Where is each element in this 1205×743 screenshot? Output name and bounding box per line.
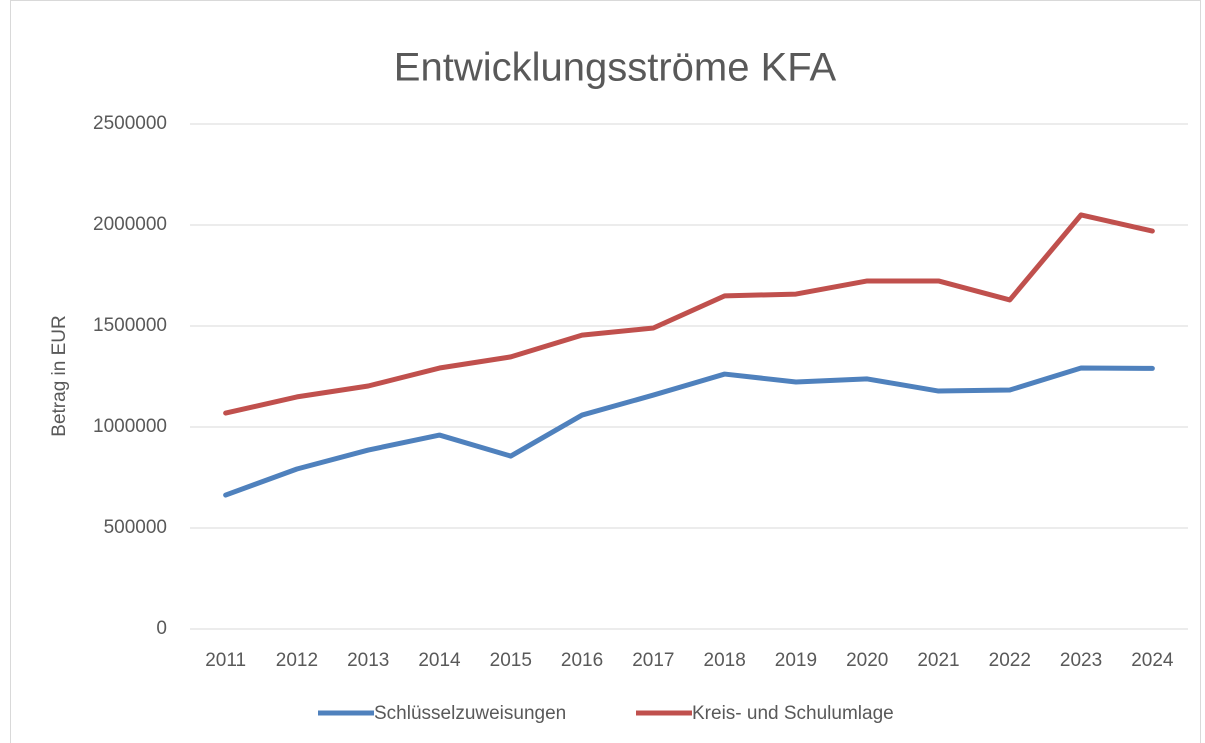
x-tick-label: 2021 bbox=[917, 650, 959, 671]
legend-label: Schlüsselzuweisungen bbox=[374, 703, 566, 724]
x-tick-label: 2019 bbox=[775, 650, 817, 671]
x-tick-label: 2020 bbox=[846, 650, 888, 671]
x-tick-label: 2024 bbox=[1131, 650, 1174, 671]
y-tick-label: 0 bbox=[156, 618, 167, 639]
x-tick-label: 2014 bbox=[418, 650, 461, 671]
y-tick-label: 2000000 bbox=[93, 214, 167, 235]
y-tick-label: 2500000 bbox=[93, 113, 167, 134]
x-tick-label: 2017 bbox=[632, 650, 674, 671]
x-tick-label: 2015 bbox=[490, 650, 532, 671]
legend-label: Kreis- und Schulumlage bbox=[692, 703, 894, 724]
x-tick-label: 2016 bbox=[561, 650, 603, 671]
x-tick-label: 2018 bbox=[704, 650, 746, 671]
x-tick-label: 2011 bbox=[205, 650, 246, 671]
y-tick-label: 500000 bbox=[104, 517, 167, 538]
chart-title: Entwicklungsströme KFA bbox=[394, 46, 837, 90]
y-tick-label: 1000000 bbox=[93, 416, 167, 437]
x-tick-label: 2023 bbox=[1060, 650, 1102, 671]
y-tick-label: 1500000 bbox=[93, 315, 167, 336]
x-tick-label: 2012 bbox=[276, 650, 318, 671]
y-axis-label: Betrag in EUR bbox=[49, 315, 70, 436]
x-tick-label: 2022 bbox=[989, 650, 1031, 671]
series-line bbox=[223, 212, 1155, 416]
series-line bbox=[223, 365, 1155, 498]
x-tick-label: 2013 bbox=[347, 650, 389, 671]
chart-border bbox=[10, 0, 1201, 743]
